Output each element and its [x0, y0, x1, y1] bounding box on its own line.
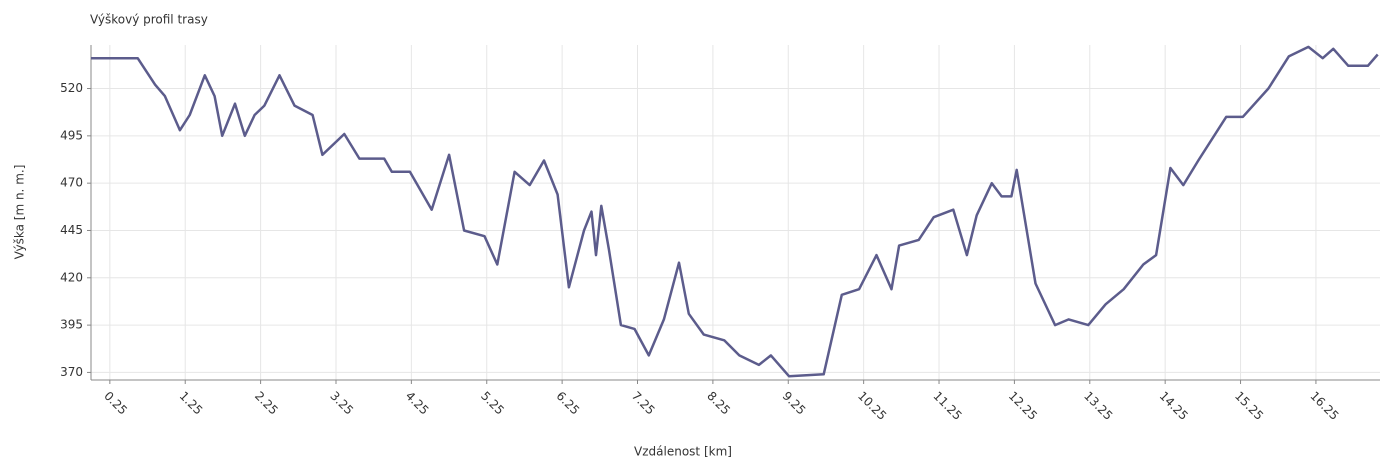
- x-tick-label: 8.25: [704, 389, 733, 418]
- y-tick-label: 395: [60, 318, 83, 332]
- x-tick-label: 0.25: [101, 389, 130, 418]
- y-tick-label: 445: [60, 223, 83, 237]
- x-tick-label: 4.25: [403, 389, 432, 418]
- x-tick-label: 5.25: [478, 389, 507, 418]
- y-tick-label: 520: [60, 81, 83, 95]
- x-tick-label: 13.25: [1081, 389, 1115, 423]
- x-tick-label: 1.25: [177, 389, 206, 418]
- x-tick-label: 10.25: [855, 389, 889, 423]
- x-tick-label: 2.25: [252, 389, 281, 418]
- y-tick-label: 495: [60, 128, 83, 142]
- x-tick-label: 11.25: [930, 389, 964, 423]
- elevation-line: [91, 45, 1379, 378]
- y-tick-label: 470: [60, 176, 83, 190]
- x-tick-label: 7.25: [629, 389, 658, 418]
- x-tick-label: 15.25: [1232, 389, 1266, 423]
- y-tick-label: 420: [60, 270, 83, 284]
- y-axis-label: Výška [m n. m.]: [13, 165, 27, 260]
- x-tick-label: 16.25: [1307, 389, 1341, 423]
- x-tick-label: 12.25: [1006, 389, 1040, 423]
- x-tick-label: 9.25: [780, 389, 809, 418]
- x-tick-label: 14.25: [1157, 389, 1191, 423]
- y-tick-label: 370: [60, 365, 83, 379]
- x-tick-label: 3.25: [327, 389, 356, 418]
- x-tick-label: 6.25: [554, 389, 583, 418]
- x-axis-label: Vzdálenost [km]: [634, 445, 732, 459]
- chart-title: Výškový profil trasy: [90, 13, 208, 27]
